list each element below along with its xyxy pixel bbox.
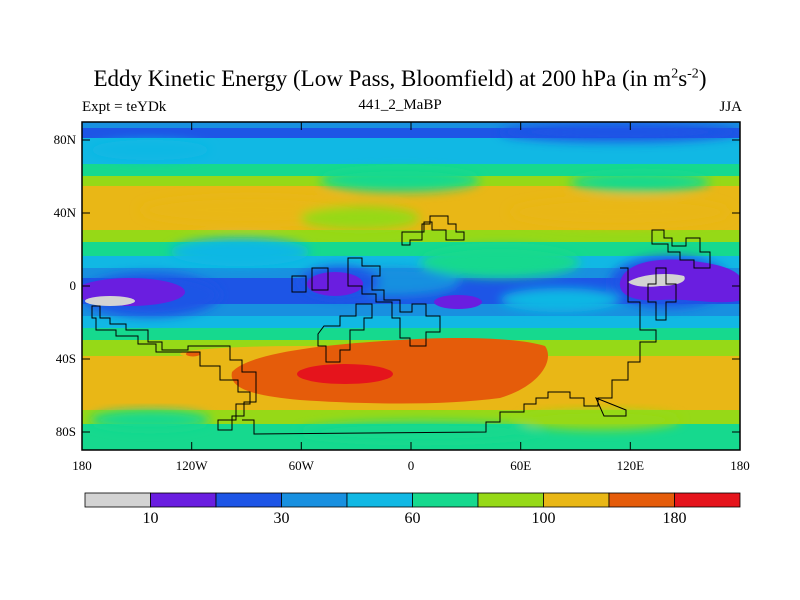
blob-jet-n-2 xyxy=(300,206,420,230)
coast-australia-antarctica xyxy=(242,267,657,435)
blob-n-2 xyxy=(570,172,710,192)
colorbar-swatch-0 xyxy=(84,492,151,508)
colorbar xyxy=(84,492,741,508)
band-20s xyxy=(82,316,740,330)
colorbar-swatch-4 xyxy=(346,492,413,508)
lon-label-180w: 180 xyxy=(72,458,92,473)
title-close: ) xyxy=(698,66,707,91)
lat-label-40n: 40N xyxy=(53,205,76,220)
blob-s-2 xyxy=(90,410,210,430)
lon-label-60e: 60E xyxy=(510,458,532,473)
blob-s-1 xyxy=(520,410,680,430)
coast-eastasia xyxy=(651,229,711,269)
coastlines xyxy=(91,215,711,435)
season-label: JJA xyxy=(719,99,742,115)
blob-n-1 xyxy=(320,168,480,192)
violet-africa xyxy=(434,295,482,309)
blob-t-2 xyxy=(420,246,580,278)
lon-label-120w: 120W xyxy=(175,458,208,473)
coast-europe xyxy=(401,215,465,246)
experiment-label: Expt = teYDk xyxy=(82,99,167,115)
colorbar-label-100: 100 xyxy=(531,510,556,527)
coast-southamerica-ne xyxy=(317,303,373,363)
blob-t-1 xyxy=(170,238,310,266)
run-label: 441_2_MaBP xyxy=(358,97,442,113)
jet-s-small xyxy=(186,351,200,357)
blob-np-1 xyxy=(90,140,210,160)
coast-southamerica-w xyxy=(91,305,257,431)
colorbar-swatch-3 xyxy=(281,492,348,508)
colorbar-label-10: 10 xyxy=(142,510,159,527)
colorbar-label-30: 30 xyxy=(273,510,290,527)
colorbar-swatch-9 xyxy=(674,492,741,508)
lon-label-120e: 120E xyxy=(616,458,645,473)
chart-title: Eddy Kinetic Energy (Low Pass, Bloomfiel… xyxy=(0,66,800,92)
title-exponent-1: 2 xyxy=(671,66,679,82)
field-blobs xyxy=(82,122,740,317)
axis-ticks xyxy=(82,122,740,450)
lon-label-60w: 60W xyxy=(288,458,314,473)
colorbar-swatch-5 xyxy=(412,492,479,508)
lat-label-80n: 80N xyxy=(53,132,76,147)
lon-label-180e: 180 xyxy=(730,458,750,473)
coast-antarctic-peninsula xyxy=(595,397,627,417)
blob-s-3 xyxy=(300,422,540,442)
colorbar-label-60: 60 xyxy=(404,510,421,527)
grey-pacific xyxy=(85,296,135,306)
ekefield xyxy=(82,122,740,450)
colorbar-swatch-1 xyxy=(150,492,217,508)
lat-label-0: 0 xyxy=(69,278,77,293)
jet-s-max xyxy=(297,364,393,384)
coast-caribbean xyxy=(311,267,329,291)
title-exponent-2: -2 xyxy=(687,66,699,82)
field-blobs-south xyxy=(90,410,680,442)
coast-maritime xyxy=(647,267,677,321)
lon-label-0: 0 xyxy=(407,458,415,473)
colorbar-swatch-8 xyxy=(608,492,675,508)
coast-africa xyxy=(347,257,441,347)
band-25s xyxy=(82,328,740,342)
blob-np-2 xyxy=(500,122,740,142)
coast-centralamerica xyxy=(291,275,307,293)
colorbar-label-180: 180 xyxy=(662,510,687,527)
colorbar-swatch-2 xyxy=(215,492,282,508)
title-unit-s: s xyxy=(678,66,688,91)
violet-atlantic xyxy=(307,272,363,296)
lat-label-80s: 80S xyxy=(55,424,76,439)
colorbar-swatch-7 xyxy=(543,492,610,508)
colorbar-swatch-6 xyxy=(477,492,544,508)
lat-label-40s: 40S xyxy=(55,351,76,366)
blob-jet-n-3 xyxy=(510,198,730,226)
blob-t-7 xyxy=(500,288,620,312)
title-main: Eddy Kinetic Energy (Low Pass, Bloomfiel… xyxy=(93,66,672,91)
